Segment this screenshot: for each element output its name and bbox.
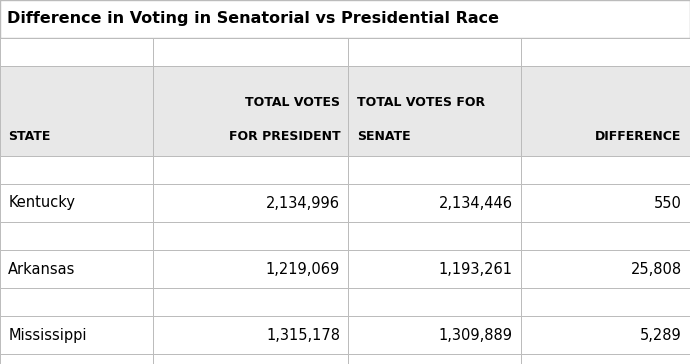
- Bar: [0, 250, 153, 288]
- Bar: [153, 38, 348, 66]
- Bar: [521, 222, 690, 250]
- Bar: [0, 38, 153, 66]
- Bar: [521, 184, 690, 222]
- Bar: [521, 66, 690, 156]
- Text: STATE: STATE: [8, 130, 50, 143]
- Bar: [348, 66, 521, 156]
- Text: 2,134,996: 2,134,996: [266, 195, 340, 210]
- Bar: [0, 0, 690, 38]
- Bar: [348, 316, 521, 354]
- Text: FOR PRESIDENT: FOR PRESIDENT: [228, 130, 340, 143]
- Bar: [153, 156, 348, 184]
- Text: 2,134,446: 2,134,446: [439, 195, 513, 210]
- Bar: [348, 222, 521, 250]
- Bar: [153, 250, 348, 288]
- Bar: [153, 222, 348, 250]
- Bar: [521, 316, 690, 354]
- Text: Arkansas: Arkansas: [8, 261, 76, 277]
- Text: 5,289: 5,289: [640, 328, 682, 343]
- Text: Difference in Voting in Senatorial vs Presidential Race: Difference in Voting in Senatorial vs Pr…: [7, 12, 499, 27]
- Text: TOTAL VOTES FOR: TOTAL VOTES FOR: [357, 95, 485, 108]
- Bar: [0, 316, 153, 354]
- Text: DIFFERENCE: DIFFERENCE: [595, 130, 682, 143]
- Text: 1,219,069: 1,219,069: [266, 261, 340, 277]
- Bar: [521, 288, 690, 316]
- Bar: [348, 354, 521, 364]
- Text: 1,315,178: 1,315,178: [266, 328, 340, 343]
- Text: 1,309,889: 1,309,889: [439, 328, 513, 343]
- Bar: [348, 38, 521, 66]
- Text: TOTAL VOTES: TOTAL VOTES: [245, 95, 340, 108]
- Bar: [348, 288, 521, 316]
- Bar: [0, 354, 153, 364]
- Bar: [153, 66, 348, 156]
- Bar: [521, 38, 690, 66]
- Text: Mississippi: Mississippi: [8, 328, 87, 343]
- Bar: [348, 184, 521, 222]
- Bar: [153, 316, 348, 354]
- Bar: [0, 288, 153, 316]
- Bar: [521, 354, 690, 364]
- Text: SENATE: SENATE: [357, 130, 411, 143]
- Bar: [0, 156, 153, 184]
- Bar: [348, 250, 521, 288]
- Bar: [0, 184, 153, 222]
- Bar: [521, 156, 690, 184]
- Bar: [0, 66, 153, 156]
- Bar: [153, 184, 348, 222]
- Bar: [153, 288, 348, 316]
- Text: 550: 550: [654, 195, 682, 210]
- Text: Kentucky: Kentucky: [8, 195, 75, 210]
- Bar: [348, 156, 521, 184]
- Text: 1,193,261: 1,193,261: [439, 261, 513, 277]
- Text: 25,808: 25,808: [631, 261, 682, 277]
- Bar: [153, 354, 348, 364]
- Bar: [0, 222, 153, 250]
- Bar: [521, 250, 690, 288]
